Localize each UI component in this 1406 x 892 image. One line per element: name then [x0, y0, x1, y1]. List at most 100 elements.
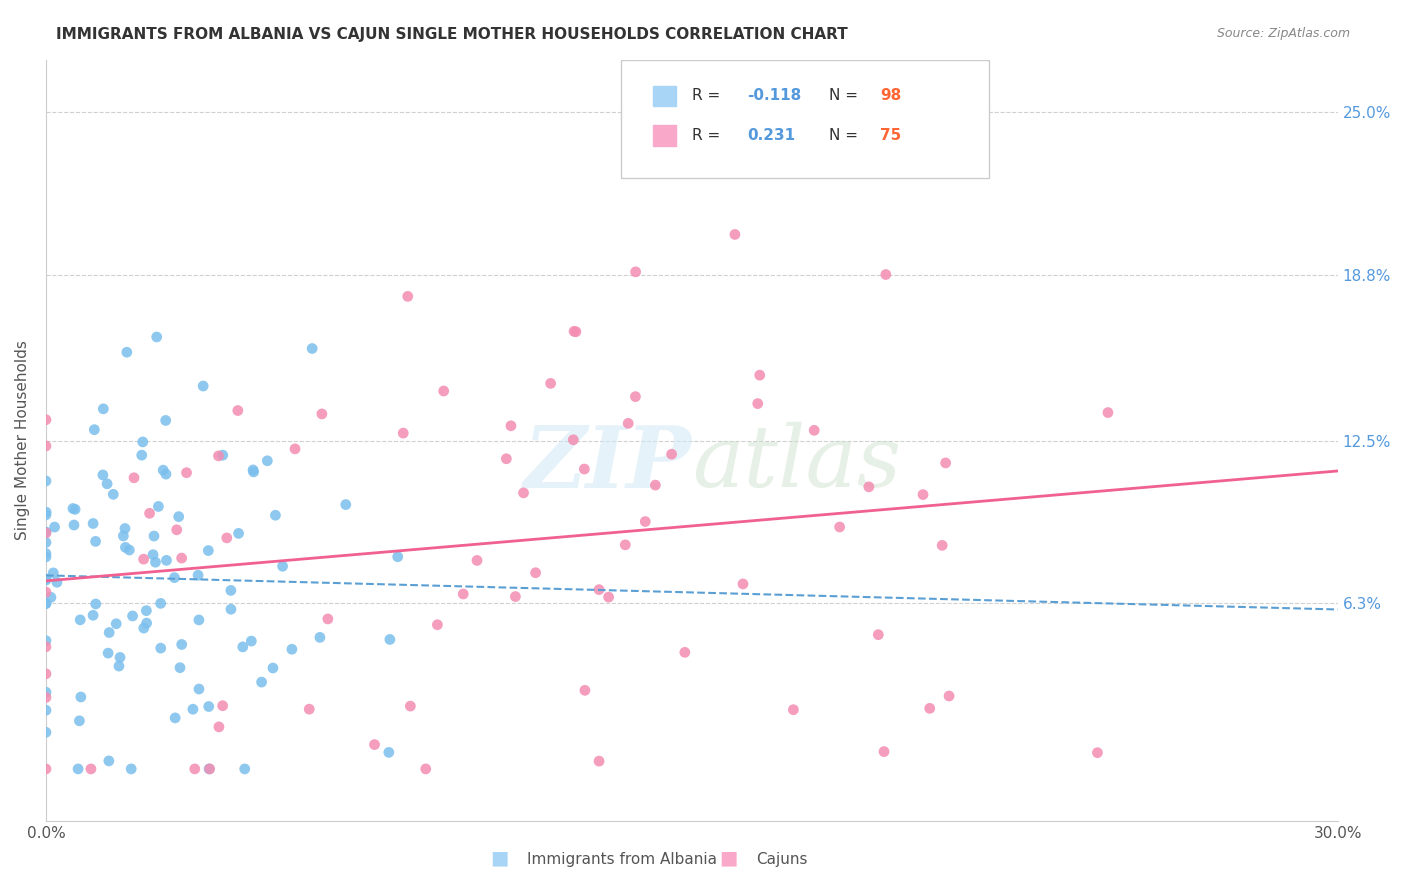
- Cajuns: [935, 456, 957, 470]
- Cajuns: [399, 699, 422, 714]
- Immigrants from Albania: [301, 342, 323, 356]
- Immigrants from Albania: [105, 616, 128, 631]
- Immigrants from Albania: [145, 330, 167, 344]
- Immigrants from Albania: [378, 745, 401, 759]
- Cajuns: [35, 413, 58, 427]
- Immigrants from Albania: [97, 646, 120, 660]
- Cajuns: [80, 762, 103, 776]
- Text: Immigrants from Albania: Immigrants from Albania: [527, 852, 717, 867]
- Cajuns: [184, 762, 207, 776]
- Immigrants from Albania: [39, 591, 62, 605]
- Immigrants from Albania: [256, 454, 278, 468]
- FancyBboxPatch shape: [654, 125, 676, 145]
- Immigrants from Albania: [191, 379, 214, 393]
- Cajuns: [35, 690, 58, 705]
- Immigrants from Albania: [149, 596, 172, 610]
- Immigrants from Albania: [84, 534, 107, 549]
- Cajuns: [415, 762, 437, 776]
- Cajuns: [132, 552, 155, 566]
- Immigrants from Albania: [132, 434, 155, 449]
- Cajuns: [176, 466, 198, 480]
- Text: R =: R =: [692, 88, 725, 103]
- Text: 0.231: 0.231: [748, 128, 796, 143]
- Immigrants from Albania: [63, 502, 86, 516]
- Immigrants from Albania: [35, 573, 58, 587]
- Cajuns: [724, 227, 747, 242]
- Immigrants from Albania: [44, 520, 66, 534]
- Immigrants from Albania: [155, 413, 177, 427]
- Text: N =: N =: [828, 88, 863, 103]
- Text: R =: R =: [692, 128, 725, 143]
- Cajuns: [495, 451, 517, 466]
- Immigrants from Albania: [170, 637, 193, 651]
- Immigrants from Albania: [198, 762, 221, 776]
- Immigrants from Albania: [35, 535, 58, 549]
- Immigrants from Albania: [135, 604, 157, 618]
- Cajuns: [499, 418, 522, 433]
- Immigrants from Albania: [232, 640, 254, 654]
- Cajuns: [588, 754, 610, 768]
- Immigrants from Albania: [35, 572, 58, 586]
- Immigrants from Albania: [108, 650, 131, 665]
- Immigrants from Albania: [35, 505, 58, 519]
- Immigrants from Albania: [91, 467, 114, 482]
- Immigrants from Albania: [91, 401, 114, 416]
- Cajuns: [433, 384, 456, 398]
- Immigrants from Albania: [112, 529, 135, 543]
- Immigrants from Albania: [35, 596, 58, 610]
- Immigrants from Albania: [96, 476, 118, 491]
- Immigrants from Albania: [281, 642, 304, 657]
- Cajuns: [208, 720, 231, 734]
- Cajuns: [661, 447, 683, 461]
- Immigrants from Albania: [63, 518, 86, 533]
- Cajuns: [524, 566, 547, 580]
- Cajuns: [918, 701, 941, 715]
- Cajuns: [624, 390, 647, 404]
- Cajuns: [35, 762, 58, 776]
- Cajuns: [748, 368, 770, 383]
- Cajuns: [562, 324, 585, 338]
- Immigrants from Albania: [155, 553, 177, 567]
- Immigrants from Albania: [69, 690, 91, 704]
- Cajuns: [215, 531, 238, 545]
- Cajuns: [565, 325, 588, 339]
- Immigrants from Albania: [262, 661, 284, 675]
- Cajuns: [166, 523, 188, 537]
- Cajuns: [311, 407, 333, 421]
- Cajuns: [931, 538, 953, 552]
- Immigrants from Albania: [97, 754, 120, 768]
- Text: Source: ZipAtlas.com: Source: ZipAtlas.com: [1216, 27, 1350, 40]
- Text: N =: N =: [828, 128, 863, 143]
- Immigrants from Albania: [152, 463, 174, 477]
- Immigrants from Albania: [387, 549, 409, 564]
- Cajuns: [828, 520, 851, 534]
- Cajuns: [426, 617, 449, 632]
- Immigrants from Albania: [35, 524, 58, 539]
- Immigrants from Albania: [378, 632, 401, 647]
- Immigrants from Albania: [84, 597, 107, 611]
- Immigrants from Albania: [271, 559, 294, 574]
- Immigrants from Albania: [35, 685, 58, 699]
- Cajuns: [35, 640, 58, 654]
- Cajuns: [226, 403, 249, 417]
- Cajuns: [512, 486, 534, 500]
- Cajuns: [316, 612, 339, 626]
- Cajuns: [731, 577, 754, 591]
- Immigrants from Albania: [120, 762, 142, 776]
- Immigrants from Albania: [240, 634, 263, 648]
- Immigrants from Albania: [142, 548, 165, 562]
- Cajuns: [1097, 406, 1119, 420]
- Immigrants from Albania: [83, 423, 105, 437]
- Immigrants from Albania: [82, 608, 104, 623]
- Cajuns: [634, 515, 657, 529]
- Immigrants from Albania: [233, 762, 256, 776]
- Immigrants from Albania: [132, 621, 155, 635]
- Immigrants from Albania: [42, 566, 65, 580]
- Immigrants from Albania: [264, 508, 287, 523]
- FancyBboxPatch shape: [621, 60, 988, 178]
- Immigrants from Albania: [62, 501, 84, 516]
- Immigrants from Albania: [35, 549, 58, 564]
- Cajuns: [170, 551, 193, 566]
- Immigrants from Albania: [163, 571, 186, 585]
- Immigrants from Albania: [108, 659, 131, 673]
